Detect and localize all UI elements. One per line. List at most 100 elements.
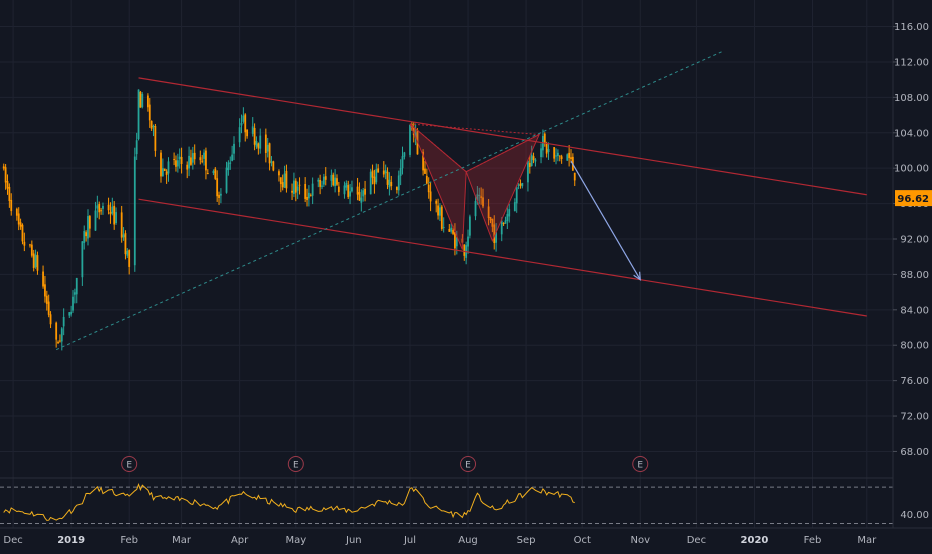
candle-body: [502, 222, 505, 224]
candle-body: [513, 202, 516, 212]
time-tick-label: Dec: [687, 535, 706, 546]
candle-body: [259, 135, 262, 149]
candle-body: [454, 232, 456, 249]
candle-body: [337, 186, 340, 193]
candle-body: [527, 160, 529, 183]
candle-body: [10, 199, 13, 212]
candle-body: [113, 205, 116, 225]
harmonic-pattern-xb: [409, 123, 467, 173]
candle-body: [107, 204, 110, 211]
earnings-marker: [460, 456, 477, 472]
candle-body: [321, 185, 323, 187]
candle-body: [482, 197, 484, 207]
candle-body: [45, 295, 48, 304]
candle-body: [124, 233, 127, 255]
candle-body: [285, 170, 288, 189]
candle-body: [154, 126, 157, 151]
candle-body: [296, 186, 299, 191]
candle-body: [409, 125, 411, 155]
candle-body: [47, 301, 50, 315]
time-tick-label: Jun: [345, 535, 362, 546]
candle-body: [165, 171, 168, 175]
candle-body: [412, 127, 415, 136]
oscillator-line: [3, 483, 575, 521]
candle-body: [508, 209, 511, 217]
time-tick-label: Mar: [857, 535, 877, 546]
candle-body: [257, 143, 260, 149]
candle-body: [72, 296, 74, 311]
price-tick-label: 100.00: [894, 164, 929, 175]
candle-body: [373, 176, 376, 185]
last-price-tag: [895, 190, 932, 207]
candle-body: [242, 115, 245, 122]
candle-body: [429, 191, 432, 202]
lower-channel-line: [138, 198, 867, 317]
candle-body: [88, 216, 91, 229]
candle-body: [17, 213, 20, 225]
candle-body: [264, 134, 267, 154]
price-tick-label: 116.00: [894, 22, 929, 33]
candle-body: [336, 178, 338, 185]
candle-body: [233, 143, 235, 154]
candle-body: [455, 237, 458, 247]
candle-body: [478, 195, 481, 197]
candle-body: [298, 184, 301, 186]
candle-body: [553, 147, 556, 159]
candle-body: [545, 143, 548, 154]
candle-body: [238, 127, 241, 143]
harmonic-pattern-xd: [409, 123, 540, 136]
earnings-marker-label: E: [465, 461, 471, 471]
candle-body: [231, 154, 234, 161]
time-tick-label: Aug: [458, 535, 478, 546]
candle-body: [403, 152, 406, 157]
candle-body: [98, 204, 101, 213]
time-tick-label: 2020: [741, 535, 769, 546]
candle-body: [216, 178, 219, 197]
earnings-marker: [632, 456, 649, 472]
candle-body: [190, 157, 192, 165]
candle-body: [427, 184, 430, 193]
candle-body: [375, 169, 378, 183]
candle-body: [495, 231, 498, 243]
candle-body: [439, 207, 441, 216]
projection-arrow-head: [633, 271, 641, 281]
candle-body: [469, 216, 471, 236]
candle-body: [137, 89, 140, 140]
candle-body: [251, 126, 254, 134]
candle-body: [349, 191, 351, 197]
candle-body: [115, 212, 117, 224]
candle-body: [188, 155, 190, 169]
candle-body: [186, 164, 189, 170]
earnings-marker-label: E: [126, 461, 132, 471]
candle-body: [229, 162, 232, 164]
candle-body: [489, 216, 492, 221]
candle-body: [390, 181, 393, 187]
candle-body: [270, 161, 273, 163]
price-tick-label: 76.00: [900, 376, 929, 387]
candle-body: [253, 127, 256, 145]
candle-body: [111, 206, 114, 214]
candle-body: [521, 182, 524, 187]
candle-body: [360, 197, 363, 203]
candle-body: [206, 173, 209, 175]
candle-body: [205, 150, 207, 171]
candle-body: [75, 277, 78, 295]
candle-body: [167, 161, 170, 174]
candle-body: [220, 193, 222, 196]
time-tick-label: 2019: [57, 535, 85, 546]
price-tick-label: 108.00: [894, 93, 929, 104]
candle-body: [15, 208, 18, 216]
upper-channel-line: [138, 77, 867, 196]
candle-body: [304, 184, 307, 199]
candle-body: [306, 196, 308, 201]
time-tick-label: Sep: [517, 535, 536, 546]
candle-body: [358, 192, 361, 201]
dotted-trend-line: [55, 50, 723, 351]
last-price-label: 96.62: [897, 194, 929, 205]
candle-body: [218, 194, 220, 199]
candle-body: [272, 161, 275, 171]
time-tick-label: Apr: [231, 535, 249, 546]
candle-body: [160, 152, 162, 177]
earnings-marker: [287, 456, 304, 472]
